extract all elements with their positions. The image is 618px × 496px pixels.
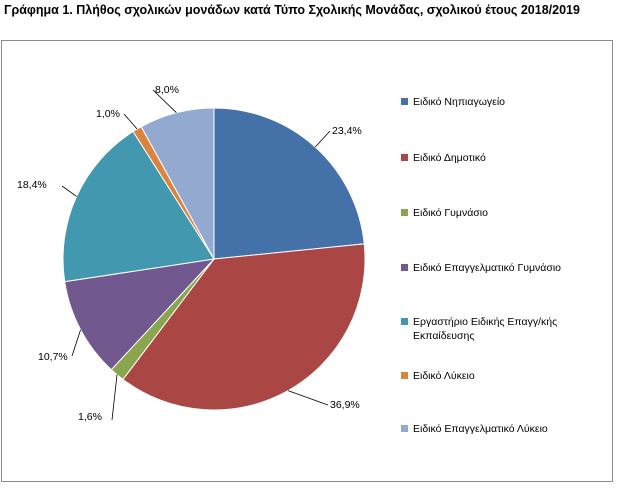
leader-line-0 [315, 130, 331, 148]
legend-label-0: Ειδικό Νηπιαγωγείο [413, 96, 506, 108]
pie-leader-lines [61, 89, 331, 421]
legend-swatch-6 [401, 425, 408, 432]
leader-line-1 [287, 390, 329, 406]
data-label-0: 23,4% [332, 125, 362, 137]
data-label-2: 1,6% [78, 411, 102, 423]
pie-slice-3 [64, 258, 216, 371]
legend-label-3: Ειδικό Επαγγελματικό Γυμνάσιο [413, 262, 562, 274]
leader-line-4 [61, 185, 77, 197]
legend-label-4: Εργαστήριο Ειδικής Επαγγ/κής Εκπαίδευσης [413, 316, 558, 342]
leader-line-3 [71, 329, 81, 357]
pie-slice-0 [213, 107, 365, 260]
legend-swatch-3 [401, 264, 408, 271]
legend-item-0: Ειδικό Νηπιαγωγείο [401, 95, 593, 109]
pie-data-labels: 23,4% 36,9% 1,6% 10,7% 18,4% 1,0% 8,0% [17, 84, 362, 423]
legend-swatch-1 [401, 154, 408, 161]
legend-label-6: Ειδικό Επαγγελματικό Λύκειο [413, 423, 548, 435]
data-label-3: 10,7% [38, 351, 68, 363]
legend-label-5: Ειδικό Λύκειο [413, 370, 475, 382]
legend-swatch-5 [401, 372, 408, 379]
chart-frame [1, 40, 613, 482]
legend-swatch-2 [401, 209, 408, 216]
leader-line-5 [123, 113, 138, 130]
legend-swatch-4 [401, 318, 408, 325]
legend-swatch-0 [401, 98, 408, 105]
leader-line-2 [111, 374, 118, 421]
data-label-5: 1,0% [96, 108, 120, 120]
legend-item-4: Εργαστήριο Ειδικής Επαγγ/κής Εκπαίδευσης [401, 315, 578, 343]
legend-item-3: Ειδικό Επαγγελματικό Γυμνάσιο [401, 261, 593, 275]
pie-slice-6 [140, 107, 215, 260]
pie-slice-1 [122, 243, 366, 411]
data-label-1: 36,9% [330, 399, 360, 411]
legend-item-5: Ειδικό Λύκειο [401, 369, 593, 383]
legend-label-2: Ειδικό Γυμνάσιο [413, 207, 488, 219]
legend-item-6: Ειδικό Επαγγελματικό Λύκειο [401, 422, 593, 436]
pie-slices [62, 107, 366, 411]
data-label-4: 18,4% [17, 179, 47, 191]
legend-item-2: Ειδικό Γυμνάσιο [401, 206, 593, 220]
legend-item-1: Ειδικό Δημοτικό [401, 151, 593, 165]
leader-line-6 [152, 89, 177, 113]
chart-title: Γράφημα 1. Πλήθος σχολικών μονάδων κατά … [4, 3, 580, 17]
data-label-6: 8,0% [155, 84, 179, 96]
legend-label-1: Ειδικό Δημοτικό [413, 152, 486, 164]
